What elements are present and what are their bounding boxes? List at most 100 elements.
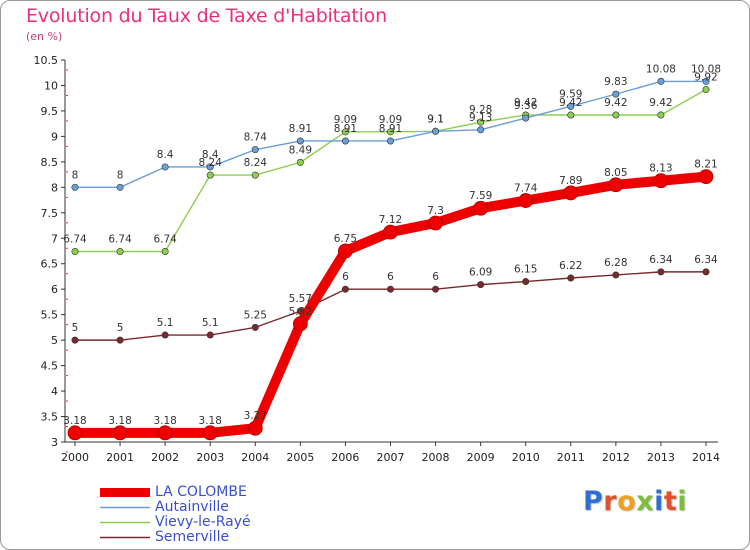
data-label-autainville: 9.36 <box>514 100 538 112</box>
legend-swatch-autainville <box>100 506 150 509</box>
data-point-autainville <box>522 114 530 122</box>
x-tick-label: 2010 <box>512 451 540 464</box>
data-point-autainville <box>296 137 304 145</box>
data-point-semerville <box>71 336 79 344</box>
data-label-semerville: 5 <box>72 322 79 334</box>
data-label-semerville: 5.1 <box>157 317 174 329</box>
data-label-vievy-le-ray-: 9.1 <box>427 113 444 125</box>
data-point-autainville <box>432 127 440 135</box>
data-label-la-colombe: 7.12 <box>379 214 402 226</box>
data-label-la-colombe: 8.05 <box>604 167 627 179</box>
y-tick-label: 7 <box>51 232 58 245</box>
data-point-la-colombe <box>653 173 669 189</box>
data-label-autainville: 9.1 <box>427 113 444 125</box>
data-label-semerville: 5.1 <box>202 317 219 329</box>
x-tick-label: 2006 <box>331 451 359 464</box>
chart-title: Evolution du Taux de Taxe d'Habitation <box>26 5 387 27</box>
data-label-vievy-le-ray-: 8.24 <box>199 157 223 169</box>
legend-label: Autainville <box>155 499 229 515</box>
x-tick-label: 2011 <box>557 451 585 464</box>
y-tick-label: 10.5 <box>34 54 59 67</box>
data-point-vievy-le-ray- <box>116 248 124 256</box>
data-label-la-colombe: 8.21 <box>694 159 717 171</box>
data-label-vievy-le-ray-: 9.09 <box>334 114 357 126</box>
data-label-vievy-le-ray-: 9.42 <box>604 97 627 109</box>
data-point-autainville <box>386 137 394 145</box>
data-point-la-colombe <box>157 425 173 441</box>
data-label-semerville: 6 <box>342 271 349 283</box>
data-point-vievy-le-ray- <box>71 248 79 256</box>
legend-item: Vievy-le-Rayé <box>100 515 251 530</box>
data-label-semerville: 5.57 <box>289 293 312 305</box>
x-tick-label: 2001 <box>106 451 134 464</box>
legend-label: LA COLOMBE <box>155 484 247 500</box>
x-tick-label: 2009 <box>467 451 495 464</box>
y-tick-label: 9 <box>51 130 58 143</box>
proxiti-logo[interactable]: Proxiti <box>583 486 688 517</box>
data-point-la-colombe <box>608 177 624 193</box>
data-point-la-colombe <box>292 316 308 332</box>
data-point-semerville <box>702 268 710 276</box>
y-tick-label: 4.5 <box>41 360 59 373</box>
data-point-vievy-le-ray- <box>161 248 169 256</box>
y-tick-label: 10 <box>44 79 58 92</box>
data-point-semerville <box>386 285 394 293</box>
x-tick-label: 2004 <box>241 451 269 464</box>
legend-item: LA COLOMBE <box>100 485 251 500</box>
data-label-semerville: 6.22 <box>559 260 582 272</box>
legend-swatch-la-colombe <box>100 488 150 497</box>
data-label-autainville: 8 <box>117 169 124 181</box>
data-label-la-colombe: 7.3 <box>427 205 444 217</box>
data-point-semerville <box>116 336 124 344</box>
data-label-la-colombe: 3.27 <box>244 410 267 422</box>
data-point-vievy-le-ray- <box>341 128 349 136</box>
data-label-autainville: 8.74 <box>244 132 268 144</box>
data-point-autainville <box>702 77 710 85</box>
data-label-semerville: 6 <box>432 271 439 283</box>
x-tick-label: 2012 <box>602 451 630 464</box>
legend: LA COLOMBE Autainville Vievy-le-Rayé Sem… <box>100 485 251 545</box>
data-point-vievy-le-ray- <box>477 118 485 126</box>
data-label-semerville: 6.34 <box>649 254 673 266</box>
y-tick-label: 3.5 <box>41 411 59 424</box>
x-tick-label: 2002 <box>151 451 179 464</box>
data-label-vievy-le-ray-: 8.24 <box>244 157 268 169</box>
data-label-vievy-le-ray-: 6.74 <box>108 234 132 246</box>
data-point-vievy-le-ray- <box>702 86 710 94</box>
data-point-semerville <box>341 285 349 293</box>
x-tick-label: 2003 <box>196 451 224 464</box>
data-point-vievy-le-ray- <box>251 171 259 179</box>
x-tick-label: 2005 <box>286 451 314 464</box>
data-label-la-colombe: 3.18 <box>63 415 86 427</box>
legend-label: Semerville <box>155 529 230 545</box>
data-label-vievy-le-ray-: 6.74 <box>63 234 87 246</box>
data-label-vievy-le-ray-: 9.42 <box>649 97 672 109</box>
data-label-vievy-le-ray-: 6.74 <box>153 234 177 246</box>
data-label-semerville: 6.09 <box>469 267 492 279</box>
y-tick-label: 5 <box>51 334 58 347</box>
y-tick-label: 4 <box>51 385 58 398</box>
data-point-semerville <box>612 271 620 279</box>
data-label-la-colombe: 3.18 <box>108 415 131 427</box>
data-point-vievy-le-ray- <box>386 128 394 136</box>
data-point-la-colombe <box>698 169 714 185</box>
data-label-autainville: 8.91 <box>289 123 312 135</box>
data-label-autainville: 8.4 <box>157 149 174 161</box>
data-point-semerville <box>567 274 575 282</box>
data-point-autainville <box>477 126 485 134</box>
data-point-la-colombe <box>247 420 263 436</box>
legend-swatch-vievy-le-raye <box>100 521 150 524</box>
data-point-la-colombe <box>428 215 443 231</box>
data-label-vievy-le-ray-: 9.09 <box>379 114 402 126</box>
data-point-autainville <box>251 146 259 154</box>
data-label-vievy-le-ray-: 9.42 <box>514 97 537 109</box>
data-point-la-colombe <box>202 425 218 441</box>
data-label-la-colombe: 8.13 <box>649 163 672 175</box>
data-point-vievy-le-ray- <box>296 158 304 166</box>
data-label-la-colombe: 5.32 <box>289 306 312 318</box>
data-label-autainville: 9.13 <box>469 112 492 124</box>
legend-label: Vievy-le-Rayé <box>155 514 251 530</box>
x-tick-label: 2000 <box>61 451 89 464</box>
data-point-autainville <box>612 90 620 98</box>
